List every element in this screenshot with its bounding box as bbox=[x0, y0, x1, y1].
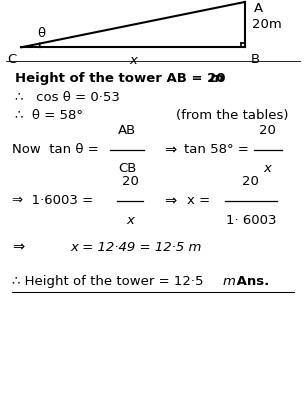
Text: 20: 20 bbox=[121, 175, 139, 188]
Text: ⇒  1·6003 =: ⇒ 1·6003 = bbox=[12, 195, 93, 207]
Text: 20: 20 bbox=[259, 124, 276, 137]
Text: A: A bbox=[254, 2, 263, 15]
Text: x =: x = bbox=[187, 195, 211, 207]
Text: Ans.: Ans. bbox=[232, 275, 269, 288]
Text: 20m: 20m bbox=[252, 18, 282, 31]
Text: x = 12·49 = 12·5 m: x = 12·49 = 12·5 m bbox=[70, 241, 202, 254]
Text: AB: AB bbox=[118, 124, 136, 137]
Text: tan 58° =: tan 58° = bbox=[184, 143, 248, 156]
Text: C: C bbox=[8, 53, 17, 66]
Text: m: m bbox=[223, 275, 236, 288]
Text: x: x bbox=[126, 214, 134, 227]
Text: ⇒: ⇒ bbox=[164, 142, 176, 157]
Text: x: x bbox=[264, 162, 272, 175]
Text: m: m bbox=[210, 72, 223, 85]
Text: B: B bbox=[251, 53, 260, 66]
Text: θ: θ bbox=[37, 27, 45, 40]
Text: CB: CB bbox=[118, 162, 136, 175]
Text: Now  tan θ =: Now tan θ = bbox=[12, 143, 99, 156]
Text: ∴  θ = 58°: ∴ θ = 58° bbox=[15, 110, 83, 122]
Text: 1· 6003: 1· 6003 bbox=[226, 214, 276, 227]
Text: ∴   cos θ = 0·53: ∴ cos θ = 0·53 bbox=[15, 91, 120, 104]
Text: ⇒: ⇒ bbox=[12, 240, 24, 255]
Text: Height of the tower AB = 20: Height of the tower AB = 20 bbox=[15, 72, 230, 85]
Text: ⇒: ⇒ bbox=[164, 193, 176, 208]
Text: (from the tables): (from the tables) bbox=[176, 110, 289, 122]
Text: 20: 20 bbox=[242, 175, 259, 188]
Text: ∴ Height of the tower = 12·5: ∴ Height of the tower = 12·5 bbox=[12, 275, 204, 288]
Text: x: x bbox=[129, 54, 137, 67]
